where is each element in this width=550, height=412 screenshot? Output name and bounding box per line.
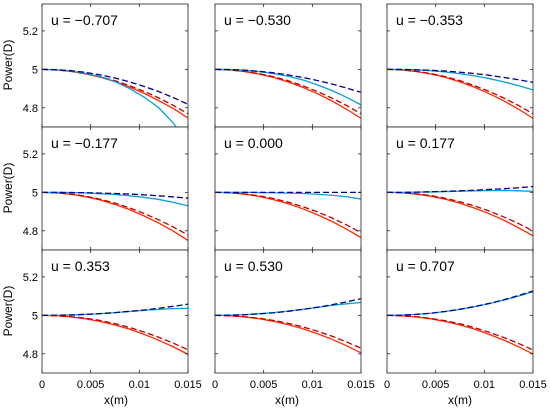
series-red-solid-line bbox=[387, 68, 533, 119]
panel-u-label: u = 0.530 bbox=[224, 258, 283, 274]
panel-u-label: u = −0.353 bbox=[396, 12, 463, 28]
x-axis-label-col1: x(m) bbox=[104, 393, 128, 407]
series-red-dashed-line bbox=[387, 68, 533, 115]
y-tick-label: 5 bbox=[32, 187, 38, 199]
panel-6: u = 0.177 bbox=[386, 126, 534, 251]
series-red-dashed-line bbox=[215, 191, 361, 234]
series-red-solid-line bbox=[42, 191, 188, 241]
series-cyan-solid-line bbox=[387, 68, 533, 91]
series-red-solid-line bbox=[215, 191, 361, 239]
series-blue-dashed-line bbox=[387, 68, 533, 84]
x-tick-label: 0.005 bbox=[422, 379, 450, 391]
panel-1: 4.8 5 5.2 u = −0.707 bbox=[23, 3, 189, 128]
plot-area bbox=[215, 127, 361, 250]
panel-7: 0 0.005 0.01 0.015 4.8 5 5.2 u = 0.353 bbox=[23, 249, 202, 391]
series-red-dashed-line bbox=[215, 68, 361, 115]
x-tick-label: 0 bbox=[384, 379, 390, 391]
series-cyan-solid-line bbox=[215, 191, 361, 200]
panel-2: u = −0.530 bbox=[214, 3, 362, 128]
series-blue-dashed-line bbox=[215, 297, 361, 316]
y-tick-label: 5.2 bbox=[23, 272, 38, 284]
x-tick-label: 0 bbox=[212, 379, 218, 391]
panel-u-label: u = −0.530 bbox=[224, 12, 291, 28]
panel-u-label: u = 0.707 bbox=[396, 258, 455, 274]
axes-box bbox=[41, 249, 189, 374]
x-tick-label: 0.01 bbox=[129, 379, 150, 391]
series-group bbox=[42, 68, 188, 127]
x-tick-label: 0 bbox=[39, 379, 45, 391]
series-blue-dashed-line bbox=[215, 68, 361, 94]
series-group bbox=[387, 290, 533, 355]
y-tick-label: 4.8 bbox=[23, 226, 38, 238]
series-group bbox=[42, 303, 188, 355]
y-tick-label: 5.2 bbox=[23, 26, 38, 38]
series-blue-dashed-line bbox=[42, 191, 188, 199]
series-cyan-solid-line bbox=[42, 68, 177, 127]
panel-8: 0 0.005 0.01 0.015 u = 0.530 bbox=[212, 249, 375, 391]
x-tick-label: 0.01 bbox=[302, 379, 323, 391]
series-group bbox=[387, 68, 533, 119]
y-tick-label: 4.8 bbox=[23, 349, 38, 361]
y-axis-label-row1: Power(D) bbox=[1, 40, 15, 91]
y-tick-label: 5.2 bbox=[23, 149, 38, 161]
x-axis-label-col3: x(m) bbox=[448, 393, 472, 407]
x-tick-label: 0.015 bbox=[519, 379, 547, 391]
series-red-dashed-line bbox=[42, 68, 188, 115]
series-red-dashed-line bbox=[387, 191, 533, 232]
series-red-solid-line bbox=[215, 314, 361, 354]
series-group bbox=[42, 191, 188, 241]
panel-u-label: u = 0.000 bbox=[224, 135, 283, 151]
series-red-solid-line bbox=[387, 314, 533, 355]
series-group bbox=[215, 297, 361, 354]
series-red-dashed-line bbox=[42, 191, 188, 236]
panel-u-label: u = 0.353 bbox=[51, 258, 110, 274]
panel-5: u = 0.000 bbox=[214, 126, 362, 251]
panel-u-label: u = −0.707 bbox=[51, 12, 118, 28]
x-tick-label: 0.005 bbox=[77, 379, 105, 391]
panel-u-label: u = −0.177 bbox=[51, 135, 118, 151]
series-red-dashed-line bbox=[215, 314, 361, 349]
series-red-dashed-line bbox=[42, 314, 188, 351]
x-tick-label: 0.01 bbox=[474, 379, 495, 391]
series-group bbox=[215, 191, 361, 239]
x-tick-label: 0.005 bbox=[250, 379, 278, 391]
series-group bbox=[387, 185, 533, 237]
y-tick-label: 5 bbox=[32, 310, 38, 322]
series-group bbox=[215, 68, 361, 119]
series-blue-dashed-line bbox=[387, 290, 533, 316]
series-red-solid-line bbox=[387, 191, 533, 237]
series-red-solid-line bbox=[42, 314, 188, 355]
y-tick-label: 4.8 bbox=[23, 103, 38, 115]
series-cyan-solid-line bbox=[42, 191, 188, 207]
series-red-solid-line bbox=[215, 68, 361, 119]
axes-box bbox=[386, 249, 534, 374]
y-axis-label-row2: Power(D) bbox=[1, 163, 15, 214]
axes-box bbox=[214, 249, 362, 374]
series-blue-dashed-line bbox=[387, 185, 533, 193]
plot-area bbox=[387, 4, 533, 127]
panel-9: 0 0.005 0.01 0.015 u = 0.707 bbox=[384, 249, 547, 391]
plot-area bbox=[387, 250, 533, 373]
x-axis-label-col2: x(m) bbox=[275, 393, 299, 407]
panel-3: u = −0.353 bbox=[386, 3, 534, 128]
plot-area bbox=[42, 250, 188, 373]
panel-u-label: u = 0.177 bbox=[396, 135, 455, 151]
plot-area bbox=[42, 4, 188, 127]
series-blue-dashed-line bbox=[42, 303, 188, 316]
series-cyan-solid-line bbox=[215, 68, 361, 106]
plot-area bbox=[215, 4, 361, 127]
x-tick-label: 0.015 bbox=[174, 379, 202, 391]
panel-4: 4.8 5 5.2 u = −0.177 bbox=[23, 126, 189, 251]
plot-area bbox=[42, 127, 188, 250]
series-blue-dashed-line bbox=[42, 68, 188, 105]
series-red-dashed-line bbox=[387, 314, 533, 351]
y-tick-label: 5 bbox=[32, 64, 38, 76]
y-axis-label-row3: Power(D) bbox=[1, 286, 15, 337]
x-tick-label: 0.015 bbox=[347, 379, 375, 391]
